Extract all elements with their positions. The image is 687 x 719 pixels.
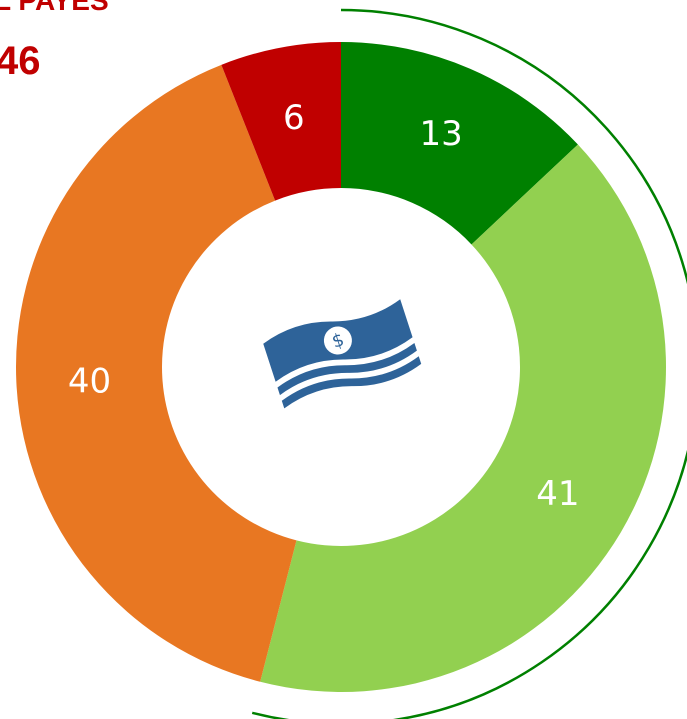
value-label: 40 — [68, 361, 111, 401]
slice — [221, 42, 341, 201]
value-label: 13 — [419, 114, 462, 154]
title: L PAYÉS — [0, 0, 109, 16]
slice — [260, 144, 667, 693]
value-label: 41 — [536, 474, 579, 514]
slice — [341, 42, 578, 245]
slices: 13 41 40 6 — [15, 42, 667, 693]
total: 46 — [0, 39, 41, 83]
money-icon: $ — [263, 299, 422, 409]
outer-arc — [251, 8, 687, 719]
slice — [15, 64, 297, 682]
value-label: 6 — [283, 98, 305, 138]
